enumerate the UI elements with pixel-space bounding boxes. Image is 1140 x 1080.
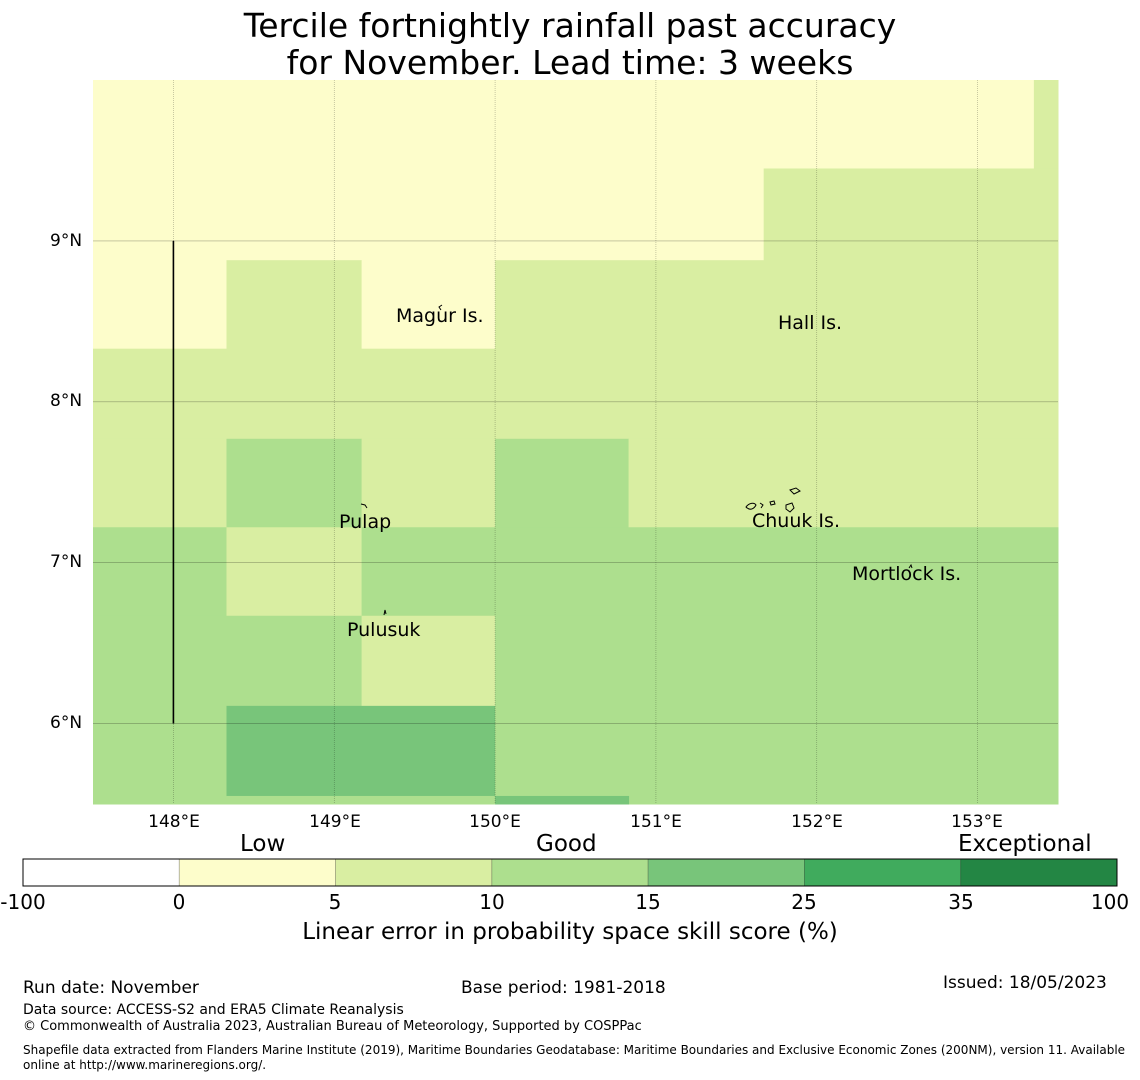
colorbar-label: Linear error in probability space skill … [302, 919, 838, 945]
colorbar-header-low: Low [240, 831, 286, 857]
colorbar-tick: 25 [791, 890, 817, 914]
colorbar-tick: 0 [172, 890, 186, 914]
issued-date: Issued: 18/05/2023 [943, 973, 1107, 993]
map-grid-cell [93, 80, 1035, 169]
map-grid-cell [226, 438, 363, 528]
shapefile-credit-line-1: Shapefile data extracted from Flanders M… [23, 1043, 1126, 1057]
lon-label-149e: 149°E [309, 812, 361, 832]
data-source: Data source: ACCESS-S2 and ERA5 Climate … [23, 1002, 404, 1018]
chuuk-island-outline [769, 500, 776, 506]
map-grid-cell [226, 795, 496, 805]
map-grid-cell [763, 168, 1059, 261]
map-grid-cell [495, 615, 1059, 707]
shapefile-credit-line-2: online at http://www.marineregions.org/. [23, 1058, 267, 1072]
pulusuk-island-outline [383, 609, 387, 616]
map-grid-cell [495, 438, 630, 528]
chuuk-island-outline [789, 487, 801, 495]
map-grid-cell [226, 527, 363, 617]
chuuk-island-outline [745, 502, 757, 510]
place-label-magur: Magur Is. [396, 305, 484, 327]
colorbar-tick: 10 [479, 890, 505, 914]
magur-island-outline [438, 304, 443, 311]
place-label-chuuk: Chuuk Is. [752, 510, 840, 532]
lon-label-153e: 153°E [951, 812, 1003, 832]
map-grid-cell [495, 260, 1059, 350]
map-grid-cell [361, 527, 1059, 617]
colorbar-header-exceptional: Exceptional [958, 831, 1092, 857]
base-period: Base period: 1981-2018 [461, 978, 666, 998]
colorbar-tick: 15 [635, 890, 661, 914]
pulap-island-outline [360, 503, 368, 509]
map-grid-cell [93, 615, 363, 707]
chuuk-island-outline [759, 502, 764, 509]
colorbar-header-good: Good [536, 831, 597, 857]
map-grid-cell [93, 260, 227, 350]
colorbar-tick: 100 [1090, 890, 1130, 914]
map-grid-cell [1033, 80, 1059, 169]
map-grid-cell [93, 527, 227, 617]
place-label-mortlock: Mortlock Is. [852, 563, 962, 585]
place-label-pulusuk: Pulusuk [347, 619, 421, 641]
place-label-hall: Hall Is. [778, 312, 843, 334]
map-grid-cell [93, 168, 765, 261]
copyright: © Commonwealth of Australia 2023, Austra… [23, 1019, 642, 1034]
lon-label-148e: 148°E [148, 812, 200, 832]
map-grid-cell [361, 438, 496, 528]
mortlock-island-outline [908, 563, 913, 569]
lat-label-9n: 9°N [50, 231, 83, 251]
lon-label-151e: 151°E [630, 812, 682, 832]
run-date: Run date: November [23, 978, 199, 998]
lat-label-7n: 7°N [50, 552, 83, 572]
map-grid-cell [628, 438, 1059, 528]
map-grid-cell [361, 615, 496, 707]
map-grid-cell [226, 260, 363, 350]
map-grid-cell [93, 438, 227, 528]
map-grid-cell [495, 705, 1059, 805]
place-label-pulap: Pulap [339, 511, 392, 533]
lon-label-152e: 152°E [791, 812, 843, 832]
lat-label-6n: 6°N [50, 713, 83, 733]
map-grid-cell [226, 705, 496, 797]
map-grid-cell [361, 260, 496, 350]
chart-title-line-2: for November. Lead time: 3 weeks [286, 43, 854, 82]
map-grid-cell [93, 705, 227, 805]
colorbar-tick: 5 [328, 890, 342, 914]
chart-title-line-1: Tercile fortnightly rainfall past accura… [243, 6, 897, 45]
colorbar-tick: -100 [0, 890, 46, 914]
colorbar-tick: 35 [948, 890, 974, 914]
map-grid-cell [93, 348, 1059, 440]
lon-label-150e: 150°E [469, 812, 521, 832]
chuuk-island-outline [785, 502, 795, 513]
map-grid-cell [495, 795, 630, 805]
lat-label-8n: 8°N [50, 391, 83, 411]
